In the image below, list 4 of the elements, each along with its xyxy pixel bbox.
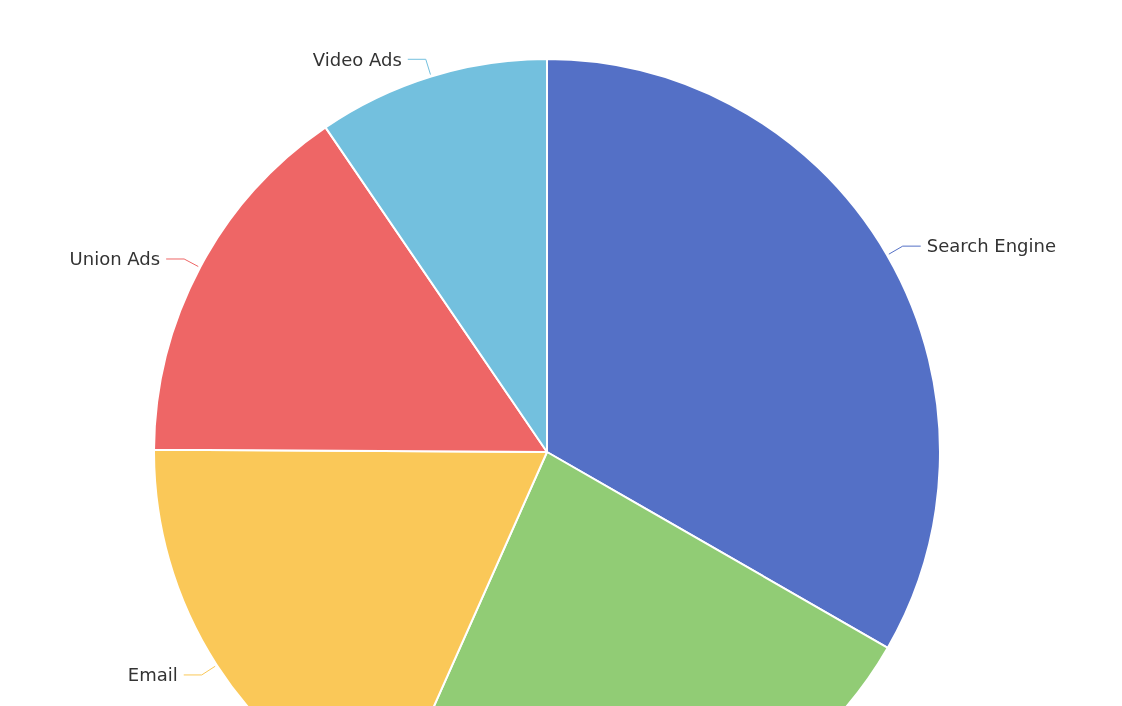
slice-label: Email [127,664,178,686]
slice-label: Search Engine [926,235,1056,257]
slice-label: Union Ads [69,248,161,270]
slice-label: Video Ads [312,48,402,70]
